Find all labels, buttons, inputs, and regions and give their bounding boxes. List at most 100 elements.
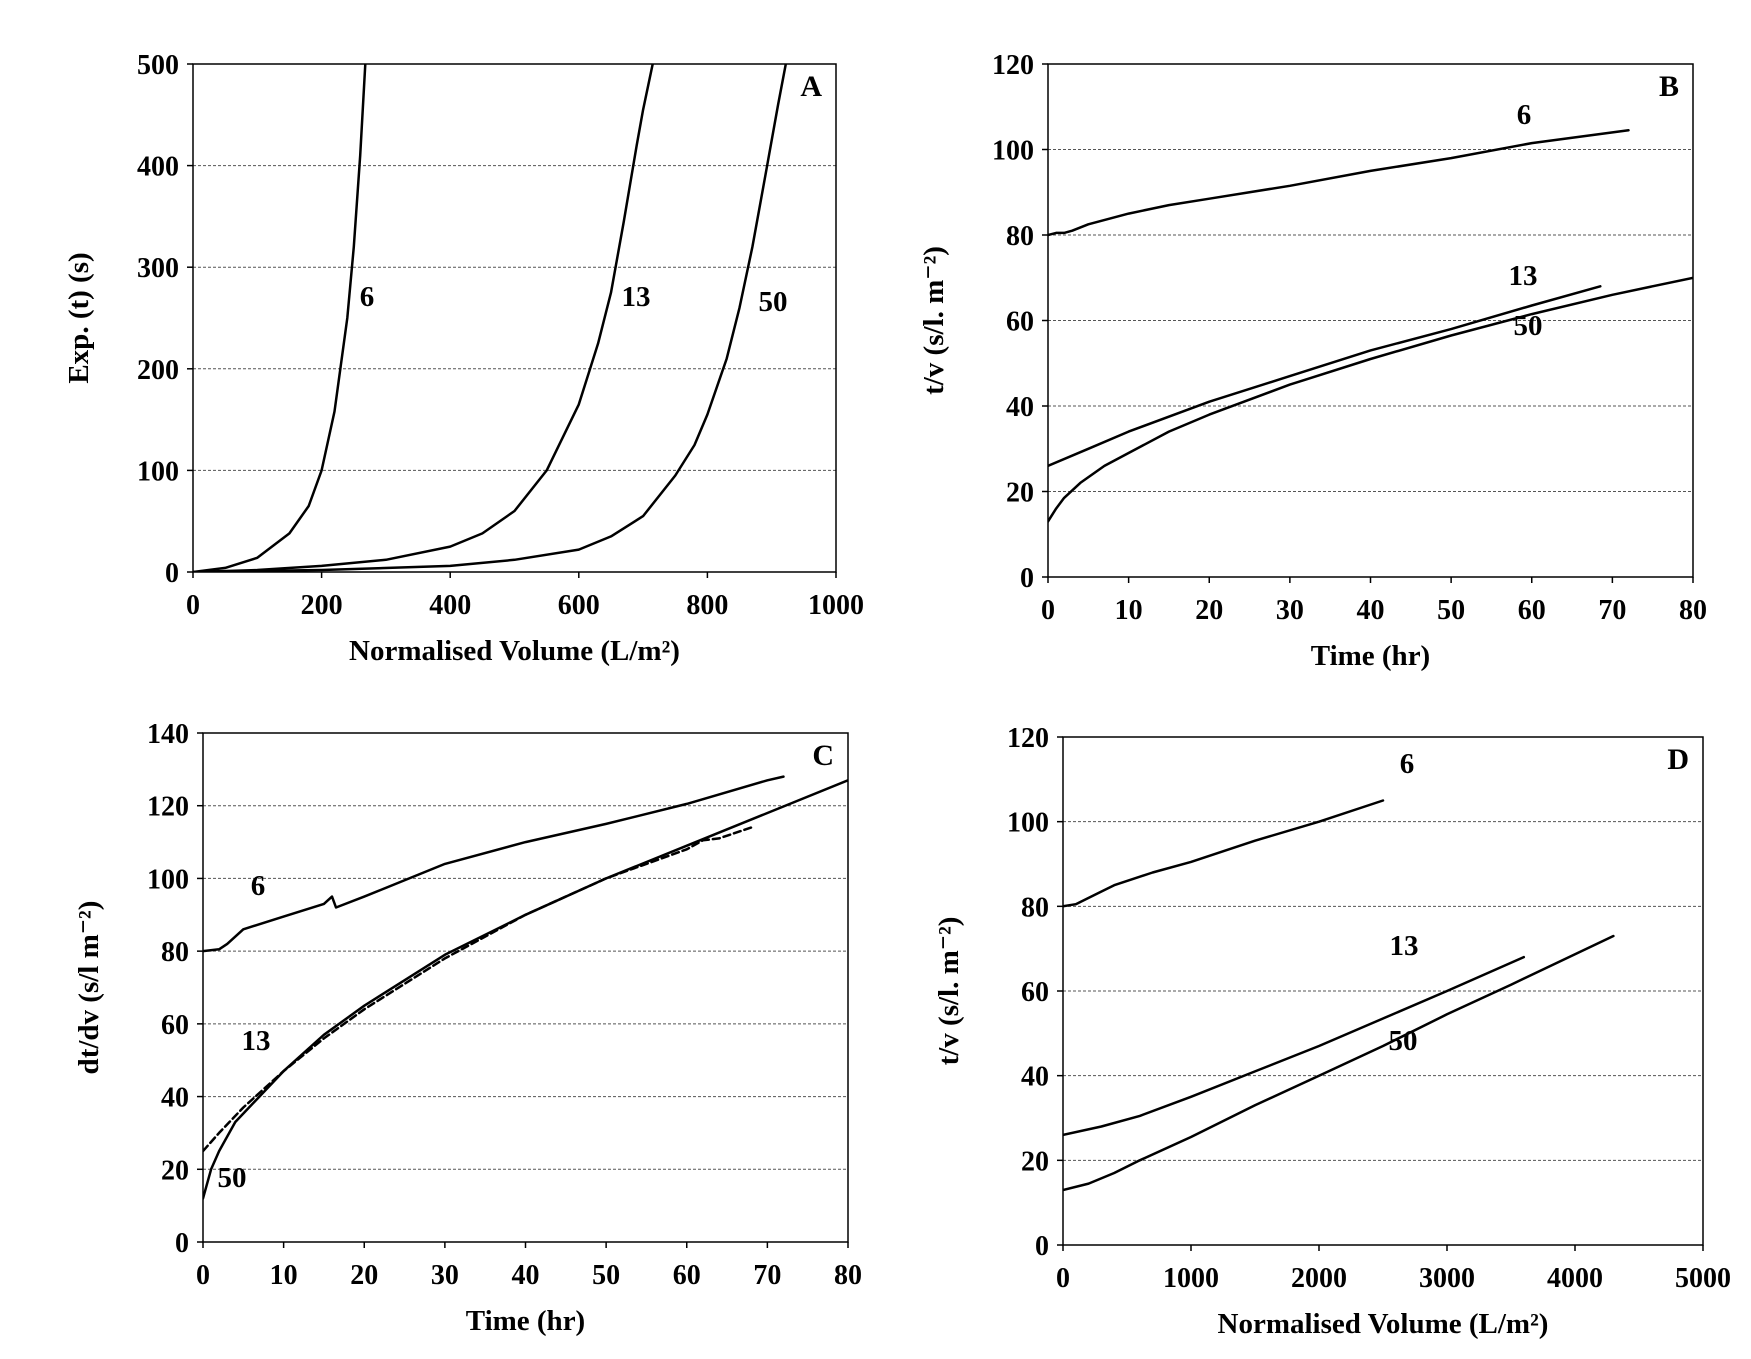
y-tick-label: 100 bbox=[137, 456, 179, 487]
y-tick-label: 20 bbox=[1006, 478, 1034, 509]
y-tick-label: 100 bbox=[147, 864, 189, 895]
y-axis-label: Exp. (t) (s) bbox=[63, 252, 95, 383]
panel-label: C bbox=[812, 739, 834, 772]
panel-b: 0 20 40 60 80 100 120 0 10 20 30 40 50 60 70 80 Time (hr… bbox=[918, 50, 1707, 672]
y-tick-label: 60 bbox=[1006, 307, 1034, 338]
x-tick-label: 1000 bbox=[808, 590, 864, 621]
y-tick-label: 0 bbox=[165, 558, 179, 589]
y-axis-label: dt/dv (s/l m⁻²) bbox=[73, 901, 105, 1075]
series-line-6 bbox=[193, 64, 367, 572]
x-tick-label: 20 bbox=[350, 1260, 378, 1291]
series-annotation-50: 50 bbox=[1389, 1025, 1418, 1057]
x-tick-label: 5000 bbox=[1675, 1263, 1731, 1294]
x-tick-label: 0 bbox=[186, 590, 200, 621]
series-line-50 bbox=[1063, 934, 1615, 1192]
series-annotation-50: 50 bbox=[218, 1162, 247, 1194]
x-tick-label: 10 bbox=[1115, 595, 1143, 626]
series-line-13 bbox=[193, 64, 654, 572]
y-tick-label: 80 bbox=[1006, 221, 1034, 252]
x-tick-label: 80 bbox=[834, 1260, 862, 1291]
panel-label: D bbox=[1667, 743, 1689, 776]
series-line-50 bbox=[1048, 276, 1693, 523]
y-tick-label: 500 bbox=[137, 50, 179, 81]
x-tick-label: 0 bbox=[196, 1260, 210, 1291]
y-tick-label: 140 bbox=[147, 719, 189, 750]
x-axis-label: Time (hr) bbox=[1311, 640, 1430, 672]
y-tick-label: 120 bbox=[1007, 723, 1049, 754]
panel-d: 0 20 40 60 80 100 120 0 1000 2000 3000 4000 5000 Norm… bbox=[933, 723, 1731, 1340]
x-tick-label: 0 bbox=[1056, 1263, 1070, 1294]
series-line-50 bbox=[193, 64, 788, 572]
x-tick-label: 600 bbox=[558, 590, 600, 621]
y-tick-label: 0 bbox=[1035, 1231, 1049, 1262]
series-line-6 bbox=[1063, 799, 1385, 908]
x-tick-label: 1000 bbox=[1163, 1263, 1219, 1294]
series-line-50 bbox=[203, 779, 848, 1200]
y-tick-label: 100 bbox=[992, 136, 1034, 167]
y-tick-label: 40 bbox=[1021, 1062, 1049, 1093]
x-tick-label: 70 bbox=[753, 1260, 781, 1291]
x-tick-label: 30 bbox=[431, 1260, 459, 1291]
series-annotation-50: 50 bbox=[1514, 310, 1543, 342]
x-tick-label: 400 bbox=[429, 590, 471, 621]
y-tick-label: 80 bbox=[1021, 892, 1049, 923]
y-tick-label: 200 bbox=[137, 355, 179, 386]
x-axis-label: Normalised Volume (L/m²) bbox=[349, 635, 680, 667]
plot-area-frame bbox=[192, 63, 837, 573]
x-tick-label: 200 bbox=[301, 590, 343, 621]
panel-label: A bbox=[800, 70, 822, 103]
panel-a: 0 100 200 300 400 500 0 200 400 600 800 1000 Normali… bbox=[63, 50, 864, 667]
x-tick-label: 10 bbox=[270, 1260, 298, 1291]
series-annotation-6: 6 bbox=[360, 281, 375, 313]
x-tick-label: 0 bbox=[1041, 595, 1055, 626]
panel-c: 0 20 40 60 80 100 120 140 0 10 20 30 40 50 60 70 80 Time … bbox=[73, 719, 862, 1337]
series-annotation-6: 6 bbox=[251, 870, 266, 902]
y-tick-label: 300 bbox=[137, 253, 179, 284]
y-tick-label: 40 bbox=[161, 1083, 189, 1114]
y-tick-label: 120 bbox=[992, 50, 1034, 81]
series-annotation-13: 13 bbox=[622, 281, 651, 313]
y-axis-label: t/v (s/l. m⁻²) bbox=[933, 917, 965, 1066]
series-line-13 bbox=[1063, 955, 1526, 1137]
series-annotation-13: 13 bbox=[1509, 260, 1538, 292]
x-tick-label: 2000 bbox=[1291, 1263, 1347, 1294]
y-tick-label: 20 bbox=[1021, 1146, 1049, 1177]
x-tick-label: 800 bbox=[686, 590, 728, 621]
y-tick-label: 400 bbox=[137, 152, 179, 183]
series-annotation-6: 6 bbox=[1400, 748, 1415, 780]
x-tick-label: 80 bbox=[1679, 595, 1707, 626]
x-tick-label: 3000 bbox=[1419, 1263, 1475, 1294]
x-tick-label: 60 bbox=[1518, 595, 1546, 626]
x-tick-label: 60 bbox=[673, 1260, 701, 1291]
series-annotation-6: 6 bbox=[1517, 99, 1532, 131]
y-axis-label: t/v (s/l. m⁻²) bbox=[918, 246, 950, 395]
y-tick-label: 40 bbox=[1006, 392, 1034, 423]
y-tick-label: 100 bbox=[1007, 808, 1049, 839]
x-tick-label: 70 bbox=[1598, 595, 1626, 626]
series-line-6 bbox=[1048, 129, 1630, 237]
y-tick-label: 60 bbox=[1021, 977, 1049, 1008]
series-line-13 bbox=[1048, 285, 1602, 468]
x-axis-label: Time (hr) bbox=[466, 1305, 585, 1337]
y-tick-label: 60 bbox=[161, 1010, 189, 1041]
x-tick-label: 50 bbox=[1437, 595, 1465, 626]
series-line-6 bbox=[203, 775, 785, 953]
series-annotation-13: 13 bbox=[242, 1025, 271, 1057]
x-tick-label: 20 bbox=[1195, 595, 1223, 626]
y-tick-label: 80 bbox=[161, 937, 189, 968]
series-annotation-50: 50 bbox=[759, 286, 788, 318]
x-tick-label: 50 bbox=[592, 1260, 620, 1291]
series-annotation-13: 13 bbox=[1390, 930, 1419, 962]
x-axis-label: Normalised Volume (L/m²) bbox=[1218, 1308, 1549, 1340]
y-tick-label: 0 bbox=[1020, 563, 1034, 594]
x-tick-label: 40 bbox=[512, 1260, 540, 1291]
x-tick-label: 30 bbox=[1276, 595, 1304, 626]
y-tick-label: 0 bbox=[175, 1228, 189, 1259]
x-tick-label: 40 bbox=[1357, 595, 1385, 626]
series-line-13 bbox=[203, 826, 753, 1153]
x-tick-label: 4000 bbox=[1547, 1263, 1603, 1294]
plot-area-frame bbox=[202, 732, 849, 1243]
panel-label: B bbox=[1659, 70, 1679, 103]
y-tick-label: 20 bbox=[161, 1155, 189, 1186]
